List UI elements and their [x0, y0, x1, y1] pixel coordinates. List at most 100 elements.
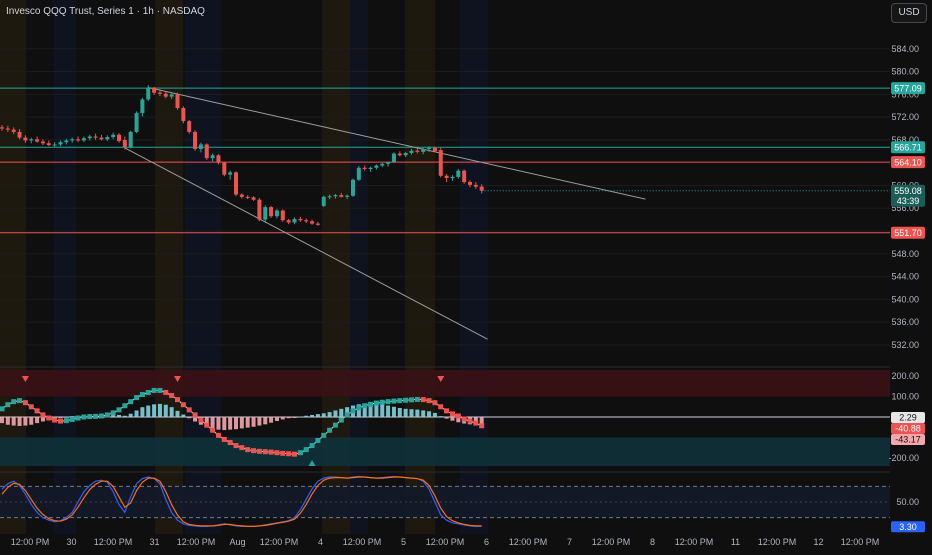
candle-body: [175, 94, 180, 109]
time-tick-label: 4: [318, 537, 323, 547]
countdown-text: 43:39: [897, 196, 920, 206]
candle-body: [473, 184, 478, 187]
price-tick-label: 540.00: [891, 294, 919, 304]
candle-body: [374, 165, 379, 168]
histogram-bar: [222, 416, 227, 431]
candle-body: [456, 170, 461, 177]
histogram-bar: [368, 403, 373, 417]
histogram-bar: [403, 408, 408, 417]
signal-marker: [362, 403, 368, 409]
histogram-bar: [280, 416, 285, 420]
histogram-bar: [0, 416, 4, 424]
candle-body: [269, 207, 274, 217]
oscillator-tick-label: 200.00: [891, 371, 919, 381]
price-tick-label: 556.00: [891, 203, 919, 213]
histogram-bar: [327, 412, 332, 417]
candle-body: [35, 139, 40, 142]
time-tick-label: 30: [66, 537, 76, 547]
candle-body: [274, 210, 279, 217]
signal-marker: [303, 447, 309, 453]
sell-signal-marker: [174, 376, 181, 382]
signal-marker: [268, 449, 274, 455]
candle-body: [11, 129, 16, 132]
trendline: [148, 87, 646, 200]
histogram-bar: [193, 416, 198, 422]
signal-marker: [385, 399, 391, 405]
histogram-bar: [415, 409, 420, 417]
histogram-bar: [70, 416, 75, 418]
candle-body: [339, 195, 344, 197]
signal-marker: [432, 400, 438, 406]
signal-marker: [81, 414, 87, 420]
histogram-bar: [421, 410, 426, 417]
candle-body: [432, 147, 437, 152]
histogram-bar: [456, 416, 461, 423]
time-tick-label: 12:00 PM: [509, 537, 548, 547]
signal-marker: [280, 450, 286, 456]
trendline: [124, 147, 488, 340]
signal-marker: [350, 408, 356, 414]
histogram-bar: [58, 416, 63, 418]
histogram-bar: [345, 407, 350, 417]
last-price-badge: [891, 184, 925, 207]
signal-marker: [17, 398, 23, 404]
signal-marker: [297, 450, 303, 456]
signal-marker: [286, 451, 292, 457]
time-tick-label: 12:00 PM: [426, 537, 465, 547]
histogram-bar: [228, 416, 233, 430]
sell-signal-marker: [21, 376, 29, 382]
histogram-bar: [128, 413, 133, 417]
signal-marker: [426, 398, 432, 404]
signal-marker: [93, 413, 99, 419]
candle-body: [356, 167, 361, 180]
price-tick-label: 572.00: [891, 112, 919, 122]
histogram-bar: [374, 403, 379, 417]
candle-body: [415, 150, 420, 152]
time-tick-label: 6: [484, 537, 489, 547]
candle-body: [81, 138, 86, 141]
candle-body: [292, 219, 297, 223]
session-band: [54, 0, 76, 534]
buy-signal-marker: [308, 460, 316, 466]
currency-button[interactable]: USD: [891, 3, 927, 23]
signal-marker: [467, 418, 473, 424]
price-tick-label: 532.00: [891, 340, 919, 350]
histogram-bar: [204, 416, 209, 428]
histogram-bar: [274, 416, 279, 422]
signal-marker: [5, 402, 11, 408]
signal-marker: [245, 447, 251, 453]
time-tick-label: 12: [813, 537, 823, 547]
time-tick-label: 31: [149, 537, 159, 547]
candle-body: [380, 163, 385, 166]
price-tick-label: 576.00: [891, 89, 919, 99]
price-tick-label: 568.00: [891, 135, 919, 145]
price-label-text: 551.70: [894, 228, 922, 238]
price-label-badge: [891, 82, 925, 95]
histogram-bar: [380, 404, 385, 417]
signal-marker: [444, 408, 450, 414]
histogram-bar: [152, 404, 157, 417]
histogram-bar: [234, 416, 238, 430]
time-tick-label: 12:00 PM: [177, 537, 216, 547]
stochastic-value-text: 3.30: [899, 522, 917, 532]
candle-body: [438, 150, 443, 176]
time-tick-label: 12:00 PM: [592, 537, 631, 547]
signal-marker: [251, 448, 257, 454]
signal-marker: [315, 437, 321, 443]
histogram-bar: [391, 406, 396, 417]
signal-marker: [338, 417, 344, 423]
price-labels: 577.09566.71564.10551.70559.0843:392.29-…: [891, 82, 925, 533]
oscillator-value-badge: [891, 411, 925, 423]
candle-body: [52, 144, 57, 146]
sell-signal-marker: [437, 376, 445, 382]
candle-body: [46, 143, 51, 146]
histogram-bar: [339, 408, 344, 417]
signal-marker: [192, 412, 198, 418]
signal-marker: [420, 397, 426, 403]
signal-marker: [256, 448, 262, 454]
histogram-bar: [175, 410, 180, 417]
candle-body: [391, 153, 396, 163]
histogram-bar: [64, 416, 69, 418]
signal-marker: [157, 387, 163, 393]
candle-body: [93, 136, 98, 138]
